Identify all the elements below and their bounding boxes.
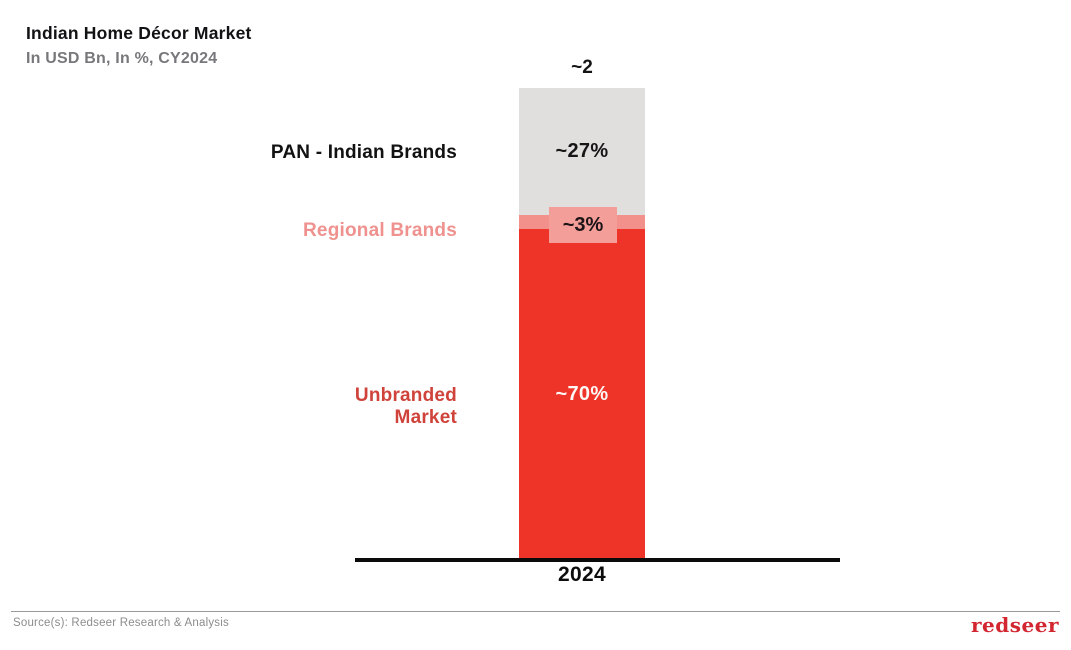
- segment-pan-value-label: ~27%: [555, 140, 609, 163]
- footer-divider: [11, 611, 1060, 612]
- source-text: Source(s): Redseer Research & Analysis: [13, 617, 229, 629]
- bar-total-label: ~2: [571, 57, 593, 78]
- x-axis-line: [355, 558, 840, 562]
- redseer-logo: redseer: [971, 613, 1059, 637]
- legend-regional-brands: Regional Brands: [303, 220, 457, 241]
- bar-2024: ~27% ~70%: [519, 88, 645, 559]
- page-subtitle: In USD Bn, In %, CY2024: [26, 50, 218, 67]
- legend-pan-indian-brands: PAN - Indian Brands: [270, 142, 457, 163]
- page-title: Indian Home Décor Market: [26, 23, 252, 43]
- segment-pan-indian-brands: ~27%: [519, 88, 645, 216]
- segment-unbranded-value-label: ~70%: [555, 382, 609, 405]
- regional-value-callout: ~3%: [549, 207, 617, 243]
- legend-unbranded-market: Unbranded Market: [354, 385, 457, 428]
- x-axis-tick-2024: 2024: [558, 563, 606, 586]
- segment-unbranded-market: ~70%: [519, 229, 645, 559]
